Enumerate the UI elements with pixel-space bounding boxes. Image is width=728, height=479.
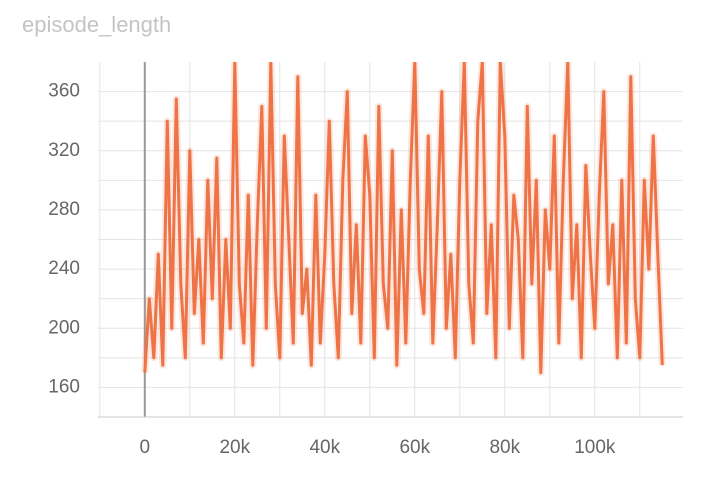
x-tick-label: 0 [140, 437, 151, 458]
y-tick-label: 320 [48, 140, 80, 161]
y-tick-label: 240 [48, 258, 80, 279]
y-tick-label: 280 [48, 199, 80, 220]
x-tick-label: 20k [219, 437, 250, 458]
plot-area [141, 62, 666, 377]
x-tick-label: 100k [574, 437, 616, 458]
y-tick-label: 200 [48, 317, 80, 338]
x-tick-label: 40k [309, 437, 340, 458]
x-tick-label: 60k [399, 437, 430, 458]
y-tick-label: 360 [48, 81, 80, 102]
line [143, 62, 664, 375]
chart-title: episode_length [22, 12, 171, 37]
x-tick-label: 80k [489, 437, 520, 458]
y-tick-label: 160 [48, 376, 80, 397]
